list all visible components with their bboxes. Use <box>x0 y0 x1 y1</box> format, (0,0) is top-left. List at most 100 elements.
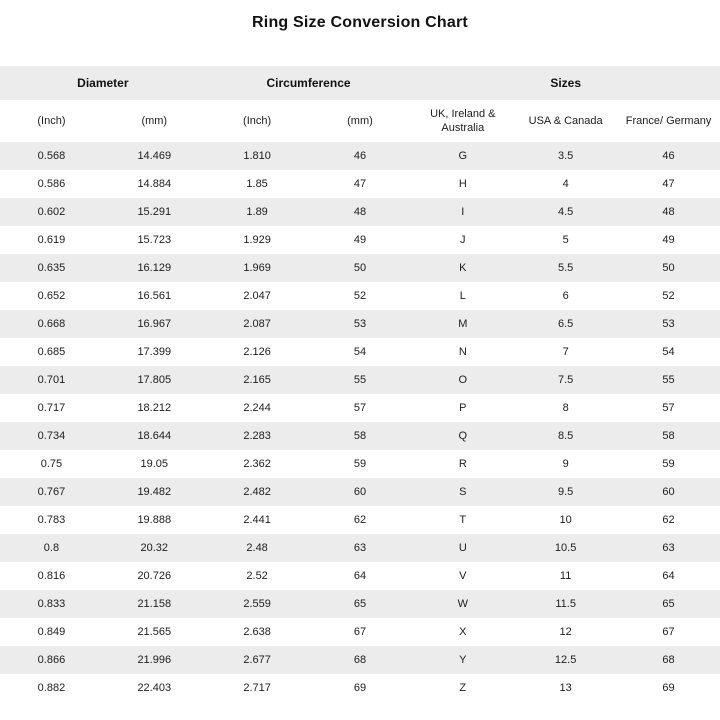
cell-r1-c1: 14.884 <box>102 170 206 198</box>
cell-r14-c4: U <box>411 534 515 562</box>
cell-r0-c1: 14.469 <box>102 142 206 170</box>
cell-r12-c1: 19.482 <box>102 478 206 506</box>
column-header-1: (mm) <box>102 100 206 142</box>
cell-r18-c4: Y <box>411 646 515 674</box>
table-row-5: 0.652 16.561 2.047 52 L 6 52 <box>0 282 720 310</box>
cell-r12-c5: 9.5 <box>514 478 618 506</box>
table-row-9: 0.717 18.212 2.244 57 P 8 57 <box>0 394 720 422</box>
cell-r13-c4: T <box>411 506 515 534</box>
cell-r5-c4: L <box>411 282 515 310</box>
column-header-4: UK, Ireland & Australia <box>411 100 515 142</box>
cell-r7-c6: 54 <box>617 338 720 366</box>
cell-r15-c5: 11 <box>514 562 618 590</box>
page-title: Ring Size Conversion Chart <box>252 14 468 31</box>
cell-r2-c3: 48 <box>308 198 412 226</box>
cell-r1-c0: 0.586 <box>0 170 103 198</box>
cell-r11-c3: 59 <box>308 450 412 478</box>
cell-r13-c2: 2.441 <box>205 506 309 534</box>
cell-r2-c6: 48 <box>617 198 720 226</box>
cell-r10-c5: 8.5 <box>514 422 618 450</box>
cell-r7-c3: 54 <box>308 338 412 366</box>
cell-r2-c1: 15.291 <box>102 198 206 226</box>
cell-r18-c3: 68 <box>308 646 412 674</box>
cell-r1-c5: 4 <box>514 170 618 198</box>
cell-r0-c2: 1.810 <box>205 142 309 170</box>
cell-r16-c3: 65 <box>308 590 412 618</box>
cell-r3-c5: 5 <box>514 226 618 254</box>
cell-r4-c6: 50 <box>617 254 720 282</box>
table-row-3: 0.619 15.723 1.929 49 J 5 49 <box>0 226 720 254</box>
cell-r17-c6: 67 <box>617 618 720 646</box>
cell-r13-c5: 10 <box>514 506 618 534</box>
cell-r6-c1: 16.967 <box>102 310 206 338</box>
cell-r6-c3: 53 <box>308 310 412 338</box>
cell-r0-c5: 3.5 <box>514 142 618 170</box>
table-body: 0.568 14.469 1.810 46 G 3.5 46 0.586 14.884 1.85 4… <box>0 142 720 702</box>
cell-r13-c1: 19.888 <box>102 506 206 534</box>
cell-r8-c4: O <box>411 366 515 394</box>
column-header-3: (mm) <box>308 100 412 142</box>
cell-r10-c2: 2.283 <box>205 422 309 450</box>
cell-r4-c1: 16.129 <box>102 254 206 282</box>
cell-r12-c0: 0.767 <box>0 478 103 506</box>
cell-r18-c6: 68 <box>617 646 720 674</box>
cell-r3-c6: 49 <box>617 226 720 254</box>
cell-r1-c4: H <box>411 170 515 198</box>
cell-r10-c3: 58 <box>308 422 412 450</box>
cell-r13-c6: 62 <box>617 506 720 534</box>
table-row-18: 0.866 21.996 2.677 68 Y 12.5 68 <box>0 646 720 674</box>
cell-r15-c1: 20.726 <box>102 562 206 590</box>
cell-r2-c0: 0.602 <box>0 198 103 226</box>
cell-r9-c2: 2.244 <box>205 394 309 422</box>
cell-r9-c4: P <box>411 394 515 422</box>
cell-r18-c1: 21.996 <box>102 646 206 674</box>
cell-r19-c3: 69 <box>308 674 412 702</box>
table-row-6: 0.668 16.967 2.087 53 M 6.5 53 <box>0 310 720 338</box>
cell-r5-c6: 52 <box>617 282 720 310</box>
cell-r14-c0: 0.8 <box>0 534 103 562</box>
cell-r11-c6: 59 <box>617 450 720 478</box>
cell-r6-c6: 53 <box>617 310 720 338</box>
cell-r17-c5: 12 <box>514 618 618 646</box>
ring-size-conversion-page: Ring Size Conversion Chart Diameter Circu… <box>0 13 720 702</box>
cell-r1-c6: 47 <box>617 170 720 198</box>
cell-r17-c2: 2.638 <box>205 618 309 646</box>
cell-r4-c0: 0.635 <box>0 254 103 282</box>
cell-r1-c2: 1.85 <box>205 170 309 198</box>
cell-r14-c6: 63 <box>617 534 720 562</box>
cell-r16-c5: 11.5 <box>514 590 618 618</box>
table-row-4: 0.635 16.129 1.969 50 K 5.5 50 <box>0 254 720 282</box>
cell-r9-c0: 0.717 <box>0 394 103 422</box>
cell-r9-c5: 8 <box>514 394 618 422</box>
cell-r13-c0: 0.783 <box>0 506 103 534</box>
cell-r8-c6: 55 <box>617 366 720 394</box>
cell-r15-c3: 64 <box>308 562 412 590</box>
cell-r16-c1: 21.158 <box>102 590 206 618</box>
cell-r7-c2: 2.126 <box>205 338 309 366</box>
cell-r0-c6: 46 <box>617 142 720 170</box>
cell-r16-c4: W <box>411 590 515 618</box>
cell-r3-c3: 49 <box>308 226 412 254</box>
table-row-8: 0.701 17.805 2.165 55 O 7.5 55 <box>0 366 720 394</box>
cell-r15-c4: V <box>411 562 515 590</box>
table-row-1: 0.586 14.884 1.85 47 H 4 47 <box>0 170 720 198</box>
table-row-14: 0.8 20.32 2.48 63 U 10.5 63 <box>0 534 720 562</box>
column-header-2: (Inch) <box>205 100 309 142</box>
cell-r4-c5: 5.5 <box>514 254 618 282</box>
cell-r17-c4: X <box>411 618 515 646</box>
cell-r3-c4: J <box>411 226 515 254</box>
cell-r7-c0: 0.685 <box>0 338 103 366</box>
cell-r18-c2: 2.677 <box>205 646 309 674</box>
column-header-row: (Inch) (mm) (Inch) (mm) UK, Ireland & Austra… <box>0 100 720 142</box>
cell-r8-c5: 7.5 <box>514 366 618 394</box>
cell-r8-c3: 55 <box>308 366 412 394</box>
cell-r12-c3: 60 <box>308 478 412 506</box>
cell-r10-c6: 58 <box>617 422 720 450</box>
cell-r6-c0: 0.668 <box>0 310 103 338</box>
cell-r7-c5: 7 <box>514 338 618 366</box>
cell-r10-c4: Q <box>411 422 515 450</box>
cell-r8-c0: 0.701 <box>0 366 103 394</box>
cell-r12-c6: 60 <box>617 478 720 506</box>
cell-r14-c3: 63 <box>308 534 412 562</box>
group-header-sizes: Sizes <box>411 66 720 100</box>
